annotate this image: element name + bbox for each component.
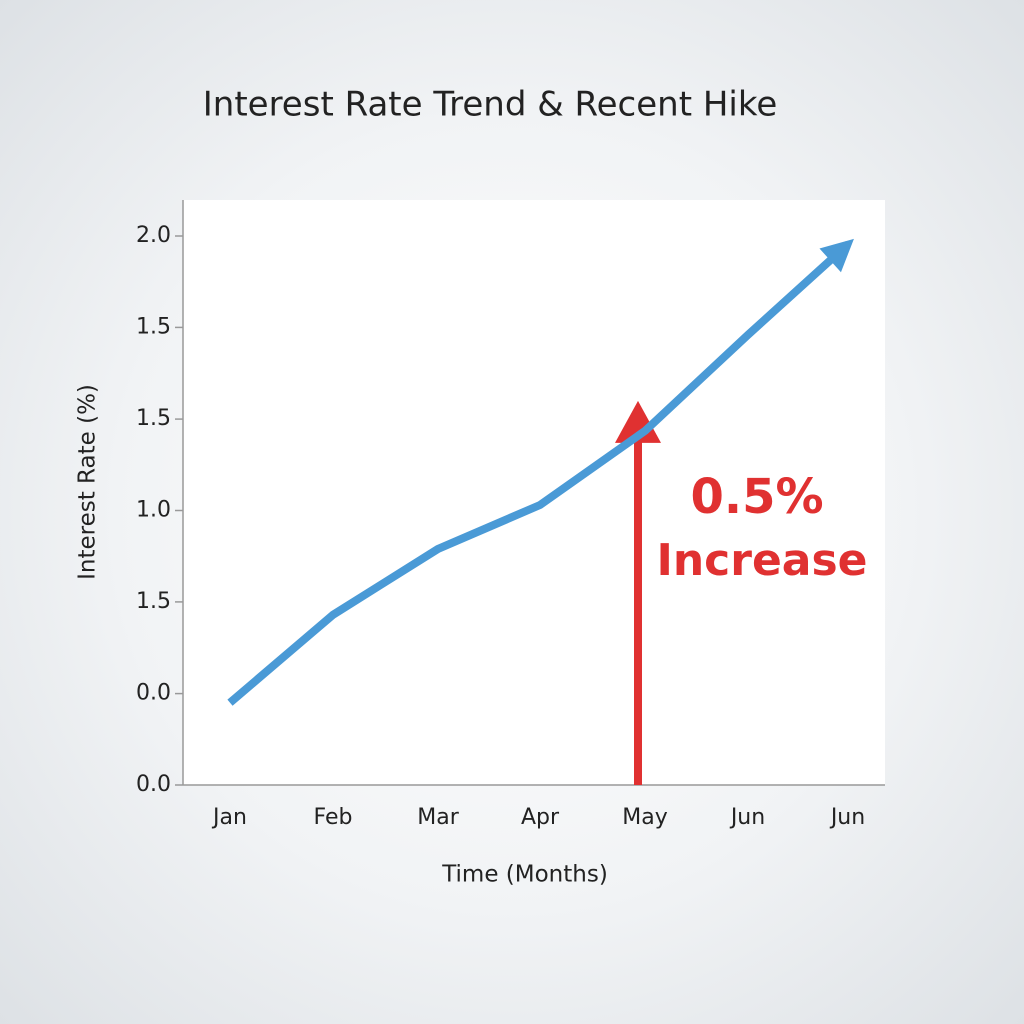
x-tick-label: May	[622, 805, 667, 830]
annotation-arrow-head	[615, 400, 661, 443]
x-tick-label: Jun	[829, 805, 865, 830]
chart-title: Interest Rate Trend & Recent Hike	[203, 85, 778, 125]
y-tick-label: 0.0	[136, 772, 171, 797]
y-tick-label: 1.5	[136, 589, 171, 614]
line-arrow-head	[819, 238, 854, 273]
y-tick-label: 0.0	[136, 681, 171, 706]
x-tick-label: Feb	[314, 805, 353, 830]
line-series	[227, 241, 851, 706]
y-tick-label: 2.0	[136, 223, 171, 248]
x-tick-label: Apr	[521, 805, 560, 830]
y-axis-label: Interest Rate (%)	[75, 384, 101, 580]
plot-area	[183, 200, 885, 785]
annotation-text: Increase	[656, 535, 867, 586]
annotation-text: 0.5%	[690, 469, 823, 525]
y-tick-label: 1.0	[136, 498, 171, 523]
x-axis-label: Time (Months)	[441, 862, 608, 888]
x-tick-label: Jan	[211, 805, 247, 830]
x-tick-label: Mar	[417, 805, 459, 830]
x-tick-label: Jun	[729, 805, 765, 830]
y-tick-label: 1.5	[136, 314, 171, 339]
y-tick-label: 1.5	[136, 406, 171, 431]
